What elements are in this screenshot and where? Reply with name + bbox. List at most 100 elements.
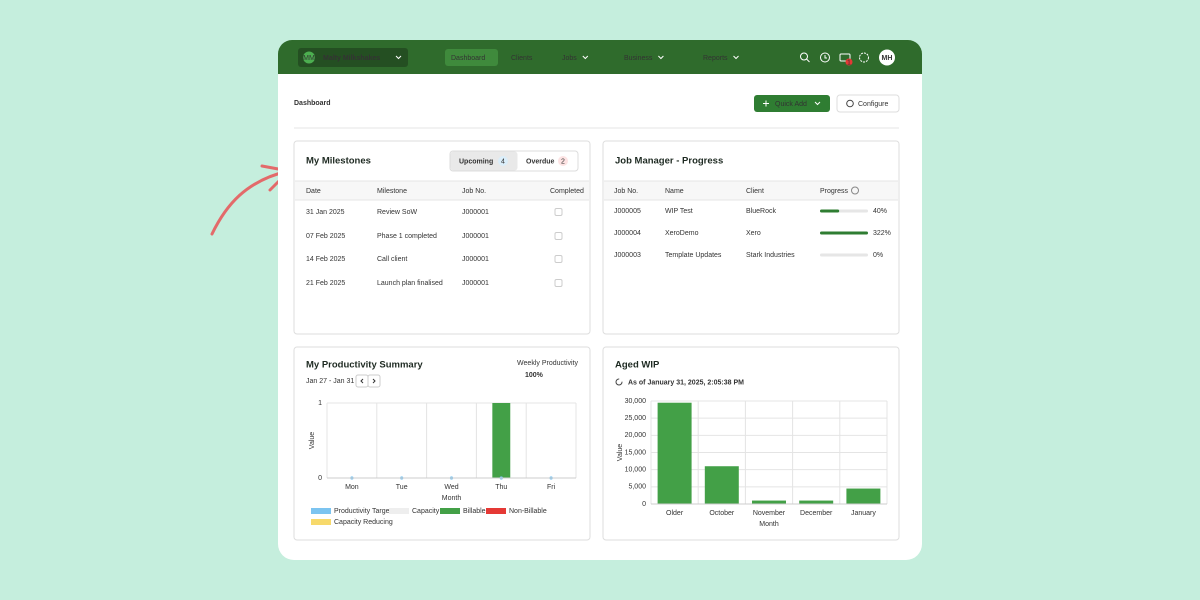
arrow bbox=[210, 169, 290, 236]
quick-add-label: Quick Add bbox=[775, 101, 807, 108]
progress-label: 40% bbox=[873, 208, 887, 215]
nav-item[interactable]: Jobs bbox=[562, 55, 577, 62]
plus-icon bbox=[763, 100, 769, 107]
y-tick-label: 5,000 bbox=[628, 484, 646, 491]
bar bbox=[752, 500, 786, 504]
column-header: Progress bbox=[820, 188, 849, 195]
nav-item[interactable]: Dashboard bbox=[451, 55, 485, 62]
legend-label: Productivity Target bbox=[334, 508, 392, 515]
settings-icon[interactable] bbox=[859, 52, 869, 63]
cell: 07 Feb 2025 bbox=[306, 233, 345, 240]
y-axis-title: Value bbox=[617, 444, 624, 461]
bar bbox=[846, 488, 881, 504]
bar bbox=[492, 403, 511, 478]
y-tick-label: 25,000 bbox=[625, 415, 647, 422]
prev-icon bbox=[360, 378, 364, 384]
cell: WIP Test bbox=[665, 208, 693, 215]
job-link[interactable]: J000001 bbox=[462, 233, 489, 240]
mail-icon[interactable] bbox=[839, 53, 851, 62]
page-title: Dashboard bbox=[294, 100, 331, 107]
job-link[interactable]: J000001 bbox=[462, 280, 489, 287]
x-tick-label: January bbox=[851, 510, 876, 517]
checkbox[interactable] bbox=[554, 279, 563, 287]
cell: XeroDemo bbox=[665, 230, 699, 237]
panel-title: My Productivity Summary bbox=[306, 360, 423, 371]
panel bbox=[602, 140, 900, 335]
checkbox[interactable] bbox=[554, 255, 563, 263]
x-tick-label: Older bbox=[666, 510, 684, 517]
tab-label[interactable]: Upcoming bbox=[459, 158, 493, 165]
job-link[interactable]: J000001 bbox=[462, 209, 489, 216]
y-tick-label: 15,000 bbox=[625, 449, 647, 456]
tab-count: 2 bbox=[561, 158, 565, 165]
clock-hands bbox=[824, 55, 827, 59]
notification-count: 1 bbox=[847, 59, 851, 66]
job-link[interactable]: J000005 bbox=[614, 208, 641, 215]
nav-item[interactable]: Clients bbox=[511, 55, 533, 62]
legend-swatch bbox=[440, 508, 460, 514]
search-icon-handle bbox=[806, 58, 810, 63]
job-link[interactable]: J000003 bbox=[614, 252, 641, 259]
bar bbox=[657, 402, 692, 504]
y-tick-label: 20,000 bbox=[625, 432, 647, 439]
configure-button[interactable] bbox=[836, 94, 900, 113]
x-axis-title: Month bbox=[442, 495, 462, 502]
nav-active bbox=[445, 49, 498, 66]
quick-add-button[interactable] bbox=[754, 95, 830, 112]
refresh-icon[interactable] bbox=[615, 378, 623, 386]
legend-label: Capacity bbox=[412, 508, 440, 515]
job-link[interactable]: J000004 bbox=[614, 230, 641, 237]
chevron bbox=[395, 55, 402, 60]
clock-icon[interactable] bbox=[820, 52, 830, 63]
column-header: Job No. bbox=[614, 188, 638, 195]
configure-label: Configure bbox=[858, 101, 888, 108]
checkbox[interactable] bbox=[554, 232, 563, 240]
cell: Template Updates bbox=[665, 252, 722, 259]
avatar-initials: MH bbox=[882, 55, 893, 62]
chevron bbox=[814, 101, 821, 106]
cell: 14 Feb 2025 bbox=[306, 256, 345, 263]
cell: Call client bbox=[377, 256, 407, 263]
legend-label: Billable bbox=[463, 508, 486, 515]
org-name: Malty Milkshakes bbox=[323, 55, 380, 62]
column-header: Date bbox=[306, 188, 321, 195]
prev-button[interactable] bbox=[355, 374, 369, 388]
tab-count: 4 bbox=[501, 158, 505, 165]
column-header: Milestone bbox=[377, 188, 407, 195]
y-tick-label: 0 bbox=[642, 501, 646, 508]
tab-label[interactable]: Overdue bbox=[526, 158, 555, 165]
x-tick-label: December bbox=[800, 510, 833, 517]
notification-badge bbox=[845, 58, 853, 66]
job-link[interactable]: J000001 bbox=[462, 256, 489, 263]
legend-label: Non-Billable bbox=[509, 508, 547, 515]
weekly-label: Weekly Productivity bbox=[517, 360, 578, 367]
client-link[interactable]: Stark Industries bbox=[746, 252, 795, 259]
y-tick-label: 10,000 bbox=[625, 467, 647, 474]
nav-item[interactable]: Reports bbox=[703, 55, 728, 62]
x-tick-label: Thu bbox=[495, 484, 507, 491]
tab-count-badge bbox=[558, 156, 568, 166]
panel-title: Job Manager - Progress bbox=[615, 156, 723, 167]
client-link[interactable]: BlueRock bbox=[746, 208, 776, 215]
cell: 31 Jan 2025 bbox=[306, 209, 345, 216]
progress-label: 0% bbox=[873, 252, 883, 259]
x-tick-label: Fri bbox=[547, 484, 556, 491]
bar bbox=[799, 500, 834, 504]
checkbox[interactable] bbox=[554, 208, 563, 216]
chevron bbox=[658, 55, 664, 60]
avatar[interactable] bbox=[879, 49, 895, 66]
search-icon[interactable] bbox=[800, 52, 808, 61]
weekly-value: 100% bbox=[525, 372, 544, 379]
org-switcher[interactable] bbox=[298, 48, 408, 67]
x-tick-label: Tue bbox=[396, 484, 408, 491]
progress-bar bbox=[820, 209, 840, 213]
cell: 21 Feb 2025 bbox=[306, 280, 345, 287]
client-link[interactable]: Xero bbox=[746, 230, 761, 237]
column-header: Job No. bbox=[462, 188, 486, 195]
table-header bbox=[604, 181, 898, 200]
nav-item[interactable]: Business bbox=[624, 55, 653, 62]
table-header bbox=[295, 181, 589, 200]
next-button[interactable] bbox=[367, 374, 381, 388]
date-range: Jan 27 - Jan 31 bbox=[306, 378, 354, 385]
